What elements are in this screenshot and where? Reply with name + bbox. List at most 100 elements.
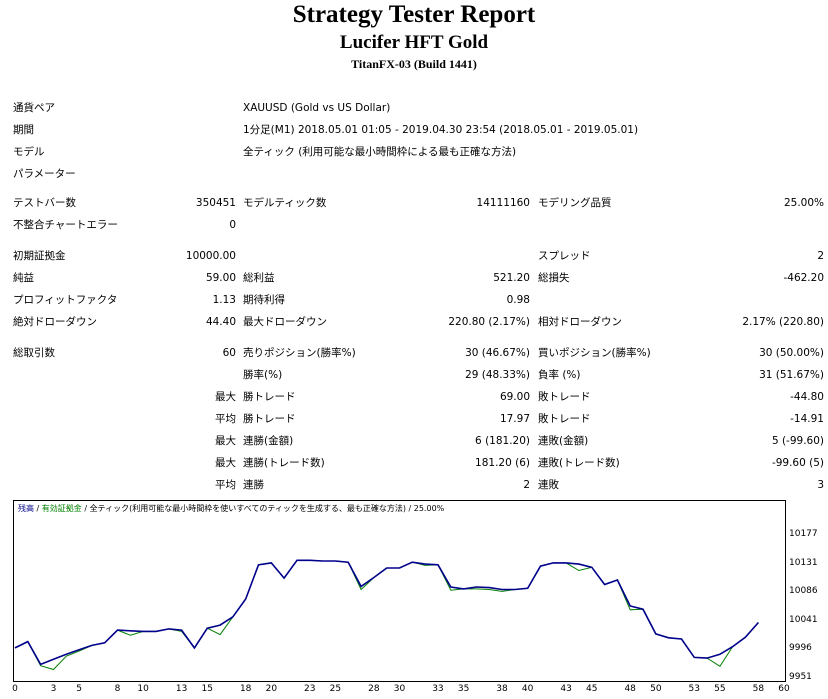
chart-legend: 残高 / 有効証拠金 / 全ティック(利用可能な最小時間枠を使いすべてのティック… (18, 503, 444, 514)
x-tick-label: 18 (239, 684, 252, 694)
x-tick-label: 45 (586, 684, 598, 694)
gross-loss-label: 総損失 (538, 272, 570, 284)
legend-model: 全ティック(利用可能な最小時間枠を使いすべてのティックを生成する、最も正確な方法… (89, 504, 406, 513)
max-consec-loss-label: 連敗(金額) (538, 435, 589, 447)
x-tick-label: 60 (778, 684, 790, 694)
quality-label: モデリング品質 (538, 197, 612, 209)
symbol-label: 通貨ペア (13, 102, 55, 114)
max-drawdown-label: 最大ドローダウン (243, 316, 327, 328)
deposit-value: 10000.00 (185, 250, 236, 262)
avg-consec-win-label: 連勝 (243, 479, 264, 491)
largest-loss-value: -44.80 (790, 391, 824, 403)
max-consec-lossamt-label: 連敗(トレード数) (538, 457, 620, 469)
abs-drawdown-label: 絶対ドローダウン (13, 316, 97, 328)
largest-loss-label: 敗トレード (538, 391, 591, 403)
profit-factor-value: 1.13 (212, 294, 236, 306)
x-tick-label: 3 (50, 684, 57, 694)
gross-profit-label: 総利益 (243, 272, 275, 284)
x-tick-label: 50 (650, 684, 662, 694)
win-rate-value: 29 (48.33%) (465, 369, 530, 381)
balance-chart-plot (14, 559, 759, 671)
y-tick-label: 10041 (789, 614, 818, 625)
max-consec-profit-label: 連勝(トレード数) (243, 457, 325, 469)
x-tick-label: 23 (304, 684, 316, 694)
avg-consec-loss-label: 連敗 (538, 479, 559, 491)
max-consec-count-row-label: 最大 (215, 457, 236, 469)
net-profit-value: 59.00 (205, 272, 236, 284)
max-consec-lossamt-value: -99.60 (5) (771, 457, 824, 469)
average-row-label: 平均 (215, 413, 236, 425)
win-rate-label: 勝率(%) (243, 369, 283, 381)
largest-win-value: 69.00 (499, 391, 530, 403)
bars-label: テストバー数 (13, 197, 76, 209)
x-tick-label: 20 (265, 684, 278, 694)
max-consec-win-value: 6 (181.20) (475, 435, 530, 447)
y-tick-label: 10177 (789, 528, 818, 539)
symbol-value: XAUUSD (Gold vs US Dollar) (243, 102, 391, 114)
loss-rate-value: 31 (51.67%) (759, 369, 824, 381)
ticks-value: 14111160 (476, 197, 530, 209)
spread-label: スプレッド (538, 250, 591, 262)
x-tick-label: 0 (12, 684, 18, 694)
short-positions-label: 売りポジション(勝率%) (243, 347, 356, 359)
short-positions-value: 30 (46.67%) (465, 347, 530, 359)
max-consec-row-label: 最大 (215, 435, 236, 447)
x-tick-label: 8 (114, 684, 121, 694)
y-tick-label: 10131 (789, 557, 818, 568)
avg-consec-row-label: 平均 (215, 479, 236, 491)
x-tick-label: 28 (368, 684, 380, 694)
abs-drawdown-value: 44.40 (205, 316, 236, 328)
x-tick-label: 43 (560, 684, 572, 694)
profit-factor-label: プロフィットファクタ (13, 294, 118, 306)
loss-rate-label: 負率 (%) (538, 369, 581, 381)
balance-chart: 残高 / 有効証拠金 / 全ティック(利用可能な最小時間枠を使いすべてのティック… (13, 500, 786, 682)
expected-payoff-value: 0.98 (506, 294, 530, 306)
expected-payoff-label: 期待利得 (243, 294, 285, 306)
x-tick-label: 25 (329, 684, 342, 694)
max-consec-profit-value: 181.20 (6) (475, 457, 530, 469)
x-tick-label: 35 (457, 684, 470, 694)
x-tick-label: 13 (175, 684, 188, 694)
legend-quality: 25.00% (413, 504, 445, 513)
model-value: 全ティック (利用可能な最小時間枠による最も正確な方法) (243, 146, 517, 158)
x-tick-label: 53 (688, 684, 701, 694)
y-tick-label: 9996 (789, 643, 812, 654)
legend-sep: / (34, 504, 42, 513)
largest-win-label: 勝トレード (243, 391, 296, 403)
balance-series-line (14, 559, 759, 666)
largest-row-label: 最大 (215, 391, 236, 403)
legend-sep: / (405, 504, 414, 513)
x-tick-label: 55 (714, 684, 726, 694)
max-consec-loss-value: 5 (-99.60) (771, 435, 824, 447)
avg-consec-win-value: 2 (523, 479, 530, 491)
server-build: TitanFX-03 (Build 1441) (351, 57, 477, 71)
spread-value: 2 (817, 250, 824, 262)
total-trades-value: 60 (222, 347, 236, 359)
mismatch-label: 不整合チャートエラー (13, 219, 118, 231)
bars-value: 350451 (195, 197, 236, 209)
period-label: 期間 (13, 124, 34, 136)
long-positions-value: 30 (50.00%) (759, 347, 824, 359)
avg-loss-label: 敗トレード (538, 413, 591, 425)
params-label: パラメーター (13, 168, 76, 180)
period-value: 1分足(M1) 2018.05.01 01:05 - 2019.04.30 23… (243, 124, 639, 136)
legend-balance: 残高 (18, 504, 34, 513)
avg-loss-value: -14.91 (790, 413, 824, 425)
x-tick-label: 10 (137, 684, 149, 694)
gross-loss-value: -462.20 (783, 272, 824, 284)
rel-drawdown-label: 相対ドローダウン (538, 316, 622, 328)
deposit-label: 初期証拠金 (13, 250, 66, 262)
report-title: Strategy Tester Report (292, 1, 536, 28)
x-tick-label: 5 (76, 684, 82, 694)
total-trades-label: 総取引数 (13, 347, 55, 359)
avg-consec-loss-value: 3 (817, 479, 824, 491)
ea-name: Lucifer HFT Gold (339, 32, 489, 53)
gross-profit-value: 521.20 (493, 272, 530, 284)
x-tick-label: 15 (201, 684, 213, 694)
x-tick-label: 30 (393, 684, 406, 694)
long-positions-label: 買いポジション(勝率%) (538, 347, 651, 359)
max-drawdown-value: 220.80 (2.17%) (448, 316, 530, 328)
equity-series-line (14, 559, 759, 671)
mismatch-value: 0 (229, 219, 236, 231)
x-tick-label: 40 (521, 684, 534, 694)
